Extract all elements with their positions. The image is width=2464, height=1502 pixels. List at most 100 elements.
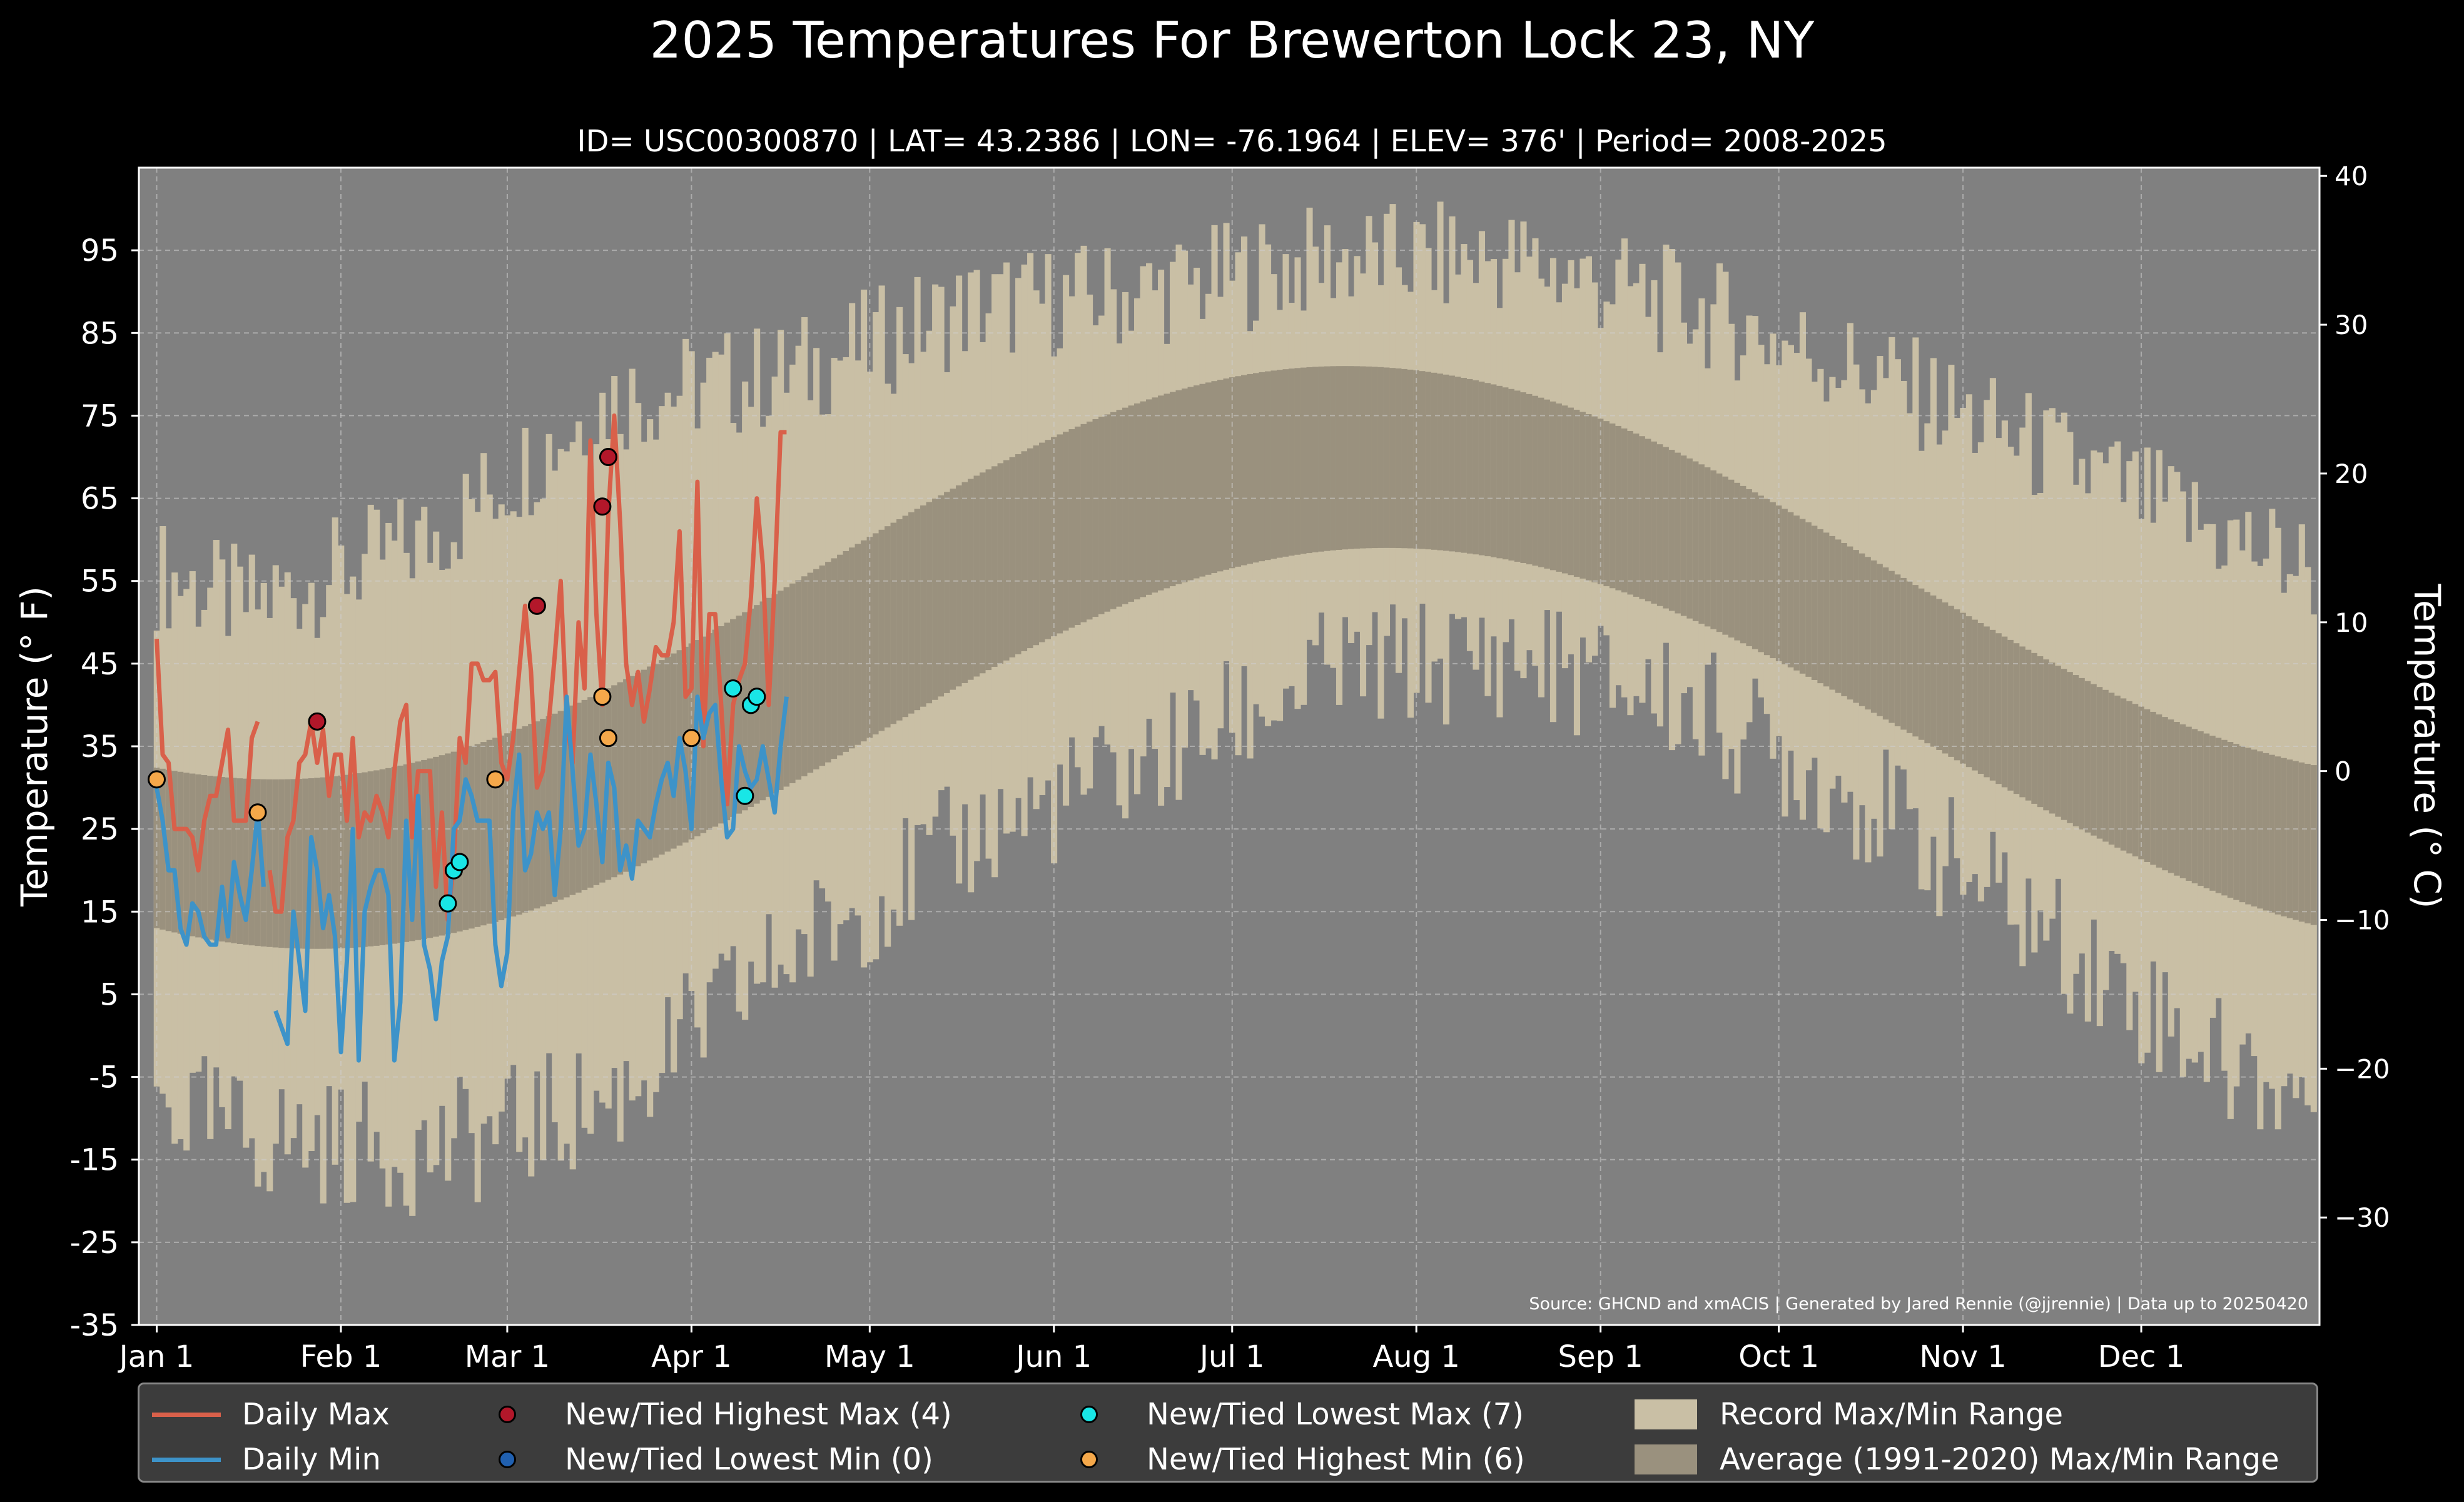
record-marker bbox=[599, 448, 617, 466]
average-range-bar bbox=[932, 499, 939, 700]
average-range-bar bbox=[1407, 369, 1414, 549]
y-tick-label: 35 bbox=[81, 729, 119, 764]
average-range-bar bbox=[1734, 482, 1741, 641]
y-tick-label: -5 bbox=[89, 1060, 119, 1095]
average-range-bar bbox=[1865, 557, 1872, 710]
average-range-bar bbox=[522, 726, 529, 913]
legend-lowest-max: New/Tied Lowest Max (7) bbox=[1053, 1396, 1524, 1433]
average-range-bar bbox=[278, 779, 285, 948]
record-marker bbox=[748, 688, 766, 706]
average-range-bar bbox=[629, 676, 636, 870]
record-range-bar bbox=[1900, 381, 1907, 770]
average-range-bar bbox=[2239, 746, 2246, 903]
average-range-bar bbox=[1347, 366, 1355, 549]
average-range-bar bbox=[1401, 368, 1408, 549]
average-range-bar bbox=[1389, 368, 1396, 548]
average-range-bar bbox=[2209, 736, 2216, 891]
average-range-bar bbox=[1965, 616, 1972, 768]
average-range-bar bbox=[1496, 385, 1503, 559]
y-tick-label: 45 bbox=[81, 647, 119, 682]
average-range-bar bbox=[1977, 623, 1984, 774]
average-range-bar bbox=[1259, 372, 1265, 562]
legend-daily-max-label: Daily Max bbox=[242, 1397, 390, 1432]
average-range-bar bbox=[1698, 464, 1705, 624]
average-range-bar bbox=[1942, 602, 1949, 754]
average-range-bar bbox=[2001, 636, 2008, 788]
average-range-bar bbox=[1395, 368, 1402, 549]
average-range-bar bbox=[2049, 662, 2056, 814]
legend-lowest-min-marker bbox=[499, 1451, 516, 1468]
legend-highest-max-label: New/Tied Highest Max (4) bbox=[565, 1397, 952, 1432]
average-range-bar bbox=[1556, 403, 1563, 572]
average-range-bar bbox=[219, 777, 226, 941]
average-range-bar bbox=[1568, 407, 1574, 576]
average-range-bar bbox=[617, 682, 624, 875]
average-range-bar bbox=[165, 769, 172, 931]
legend-daily-min: Daily Min bbox=[152, 1441, 381, 1478]
average-range-bar bbox=[980, 472, 986, 674]
average-range-bar bbox=[1087, 421, 1093, 620]
average-range-bar bbox=[2281, 758, 2288, 916]
average-range-bar bbox=[2198, 731, 2204, 886]
average-range-bar bbox=[2144, 709, 2151, 862]
record-marker bbox=[450, 853, 469, 871]
average-range-bar bbox=[706, 633, 713, 830]
average-range-bar bbox=[2257, 751, 2264, 909]
average-range-bar bbox=[908, 512, 915, 714]
average-range-bar bbox=[771, 594, 778, 794]
average-range-bar bbox=[433, 756, 440, 937]
average-range-bar bbox=[1116, 410, 1123, 607]
average-range-bar bbox=[1490, 384, 1498, 557]
record-range-bar bbox=[2025, 393, 2032, 879]
average-range-bar bbox=[373, 770, 380, 946]
legend-highest-max: New/Tied Highest Max (4) bbox=[471, 1396, 952, 1433]
average-range-bar bbox=[290, 779, 297, 949]
average-range-bar bbox=[367, 771, 374, 946]
average-range-bar bbox=[587, 697, 594, 888]
average-range-bar bbox=[926, 502, 933, 704]
average-range-bar bbox=[1276, 370, 1284, 558]
average-range-bar bbox=[825, 562, 832, 763]
average-range-bar bbox=[641, 669, 647, 864]
average-range-bar bbox=[1247, 373, 1254, 564]
average-range-bar bbox=[1995, 633, 2002, 784]
average-range-bar bbox=[2055, 666, 2062, 817]
average-range-bar bbox=[2084, 681, 2091, 833]
chart-subtitle: ID= USC00300870 | LAT= 43.2386 | LON= -7… bbox=[577, 124, 1887, 159]
average-range-bar bbox=[1544, 399, 1551, 569]
legend-record-range-patch bbox=[1635, 1399, 1697, 1429]
x-tick-label: Jan 1 bbox=[118, 1339, 195, 1374]
average-range-bar bbox=[1972, 619, 1979, 771]
average-range-bar bbox=[1187, 387, 1194, 581]
average-range-bar bbox=[1930, 595, 1937, 747]
record-marker bbox=[593, 688, 612, 706]
average-range-bar bbox=[861, 540, 868, 742]
average-range-bar bbox=[1579, 412, 1586, 579]
average-range-bar bbox=[1015, 454, 1022, 654]
legend-average-range-label: Average (1991-2020) Max/Min Range bbox=[1720, 1442, 2279, 1477]
average-range-bar bbox=[1223, 378, 1230, 570]
average-range-bar bbox=[2263, 753, 2269, 911]
average-range-bar bbox=[189, 773, 196, 936]
average-range-bar bbox=[1889, 571, 1895, 723]
record-marker bbox=[682, 729, 701, 748]
average-range-bar bbox=[1270, 370, 1277, 559]
average-range-bar bbox=[397, 765, 404, 943]
average-range-bar bbox=[1217, 380, 1224, 572]
average-range-bar bbox=[647, 666, 654, 861]
average-range-bar bbox=[1603, 421, 1610, 587]
average-range-bar bbox=[1912, 585, 1919, 737]
average-range-bar bbox=[1383, 367, 1391, 548]
average-range-bar bbox=[1740, 485, 1747, 644]
record-range-bar bbox=[1948, 365, 1955, 798]
y-tick-label: 55 bbox=[81, 564, 119, 599]
average-range-bar bbox=[849, 547, 856, 749]
average-range-bar bbox=[724, 622, 731, 821]
legend-daily-min-swatch bbox=[152, 1457, 221, 1462]
y-right-tick-label: −10 bbox=[2335, 905, 2390, 936]
average-range-bar bbox=[284, 779, 291, 948]
average-range-bar bbox=[362, 772, 368, 947]
average-range-bar bbox=[623, 679, 630, 872]
average-range-bar bbox=[778, 591, 784, 790]
y-tick-label: 75 bbox=[81, 398, 119, 434]
